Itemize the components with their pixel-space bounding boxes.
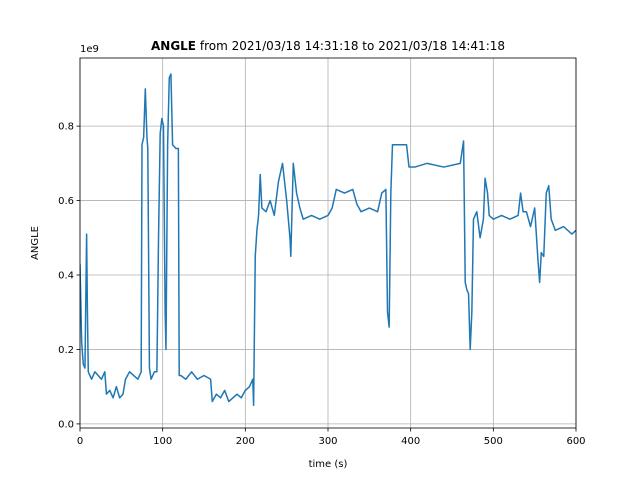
x-tick-label: 300 [318, 436, 337, 447]
chart-title: ANGLE from 2021/03/18 14:31:18 to 2021/0… [151, 39, 505, 53]
title-variable: ANGLE [151, 39, 196, 53]
x-tick-label: 0 [77, 436, 83, 447]
y-tick-label: 0.2 [58, 345, 74, 356]
y-axis-label: ANGLE [30, 226, 41, 260]
x-tick-label: 100 [153, 436, 172, 447]
y-tick-label: 0.0 [58, 419, 74, 430]
x-tick-label: 200 [236, 436, 255, 447]
x-tick-label: 600 [566, 436, 585, 447]
y-tick-label: 0.6 [58, 196, 74, 207]
title-range: from 2021/03/18 14:31:18 to 2021/03/18 1… [200, 39, 505, 53]
offset-label: 1e9 [80, 44, 99, 55]
x-tick-label: 500 [484, 436, 503, 447]
y-tick-label: 0.4 [58, 271, 74, 282]
plot-frame [79, 57, 577, 429]
x-axis-label: time (s) [309, 459, 348, 470]
y-tick-label: 0.8 [58, 122, 74, 133]
data-line [80, 73, 576, 407]
x-tick-label: 400 [401, 436, 420, 447]
